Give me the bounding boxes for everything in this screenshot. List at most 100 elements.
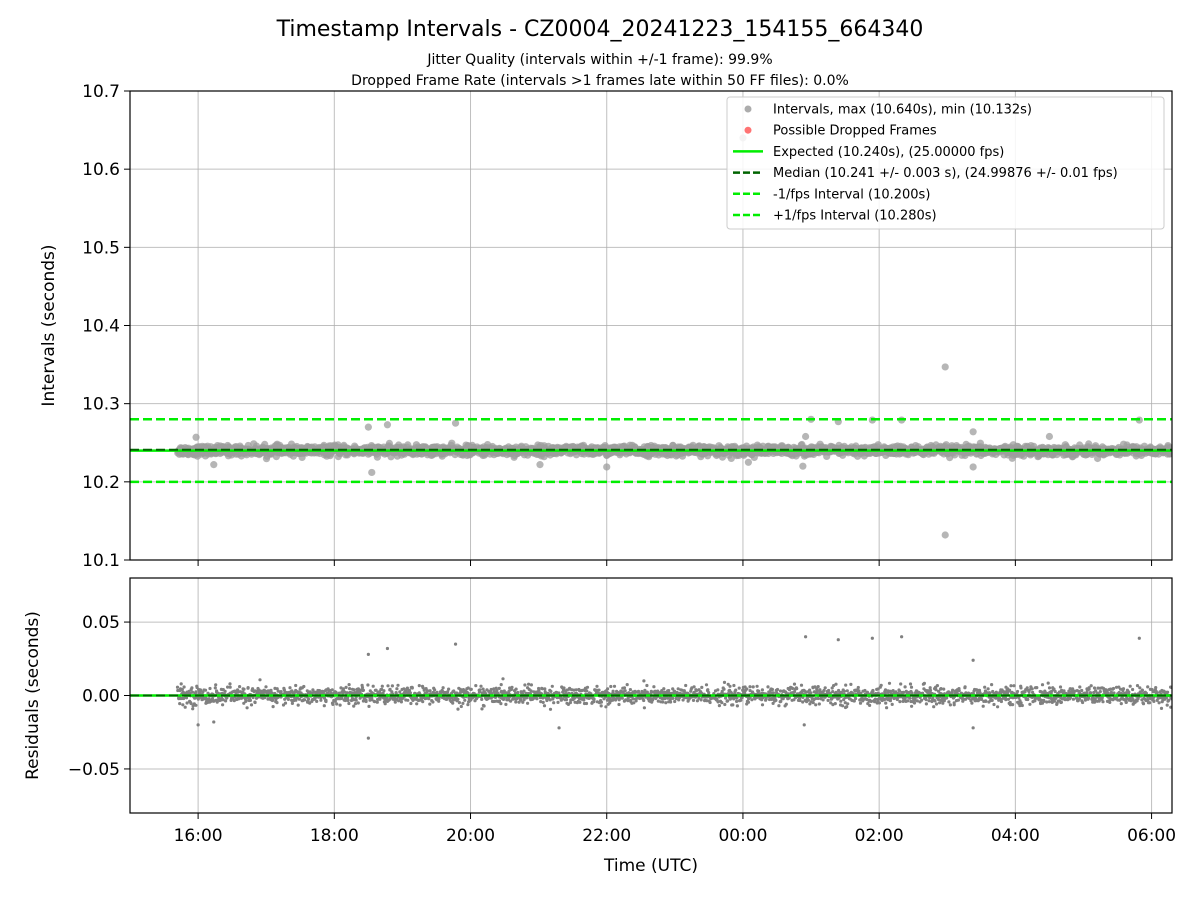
data-point — [779, 700, 782, 703]
data-point — [315, 700, 318, 703]
data-point — [827, 689, 830, 692]
data-point — [431, 700, 434, 703]
data-point — [194, 704, 197, 707]
y-tick-label: 10.2 — [82, 473, 120, 493]
data-point — [246, 706, 249, 709]
data-point — [983, 686, 986, 689]
outlier-point — [970, 463, 977, 470]
data-point — [504, 703, 507, 706]
data-point — [987, 687, 990, 690]
data-point — [307, 698, 310, 701]
data-point — [543, 687, 546, 690]
data-point — [214, 683, 217, 686]
data-point — [510, 686, 513, 689]
data-point — [483, 704, 486, 707]
data-point — [812, 701, 815, 704]
outlier-point — [799, 463, 806, 470]
data-point — [667, 689, 670, 692]
data-point — [747, 701, 750, 704]
y-tick-label: 10.3 — [82, 395, 120, 415]
data-point — [396, 684, 399, 687]
data-point — [242, 688, 245, 691]
data-point — [624, 689, 627, 692]
data-point — [880, 684, 883, 687]
data-point — [178, 702, 181, 705]
data-point — [418, 684, 421, 687]
data-point — [606, 687, 609, 690]
outlier-point — [603, 463, 610, 470]
data-point — [271, 699, 274, 702]
data-point — [846, 702, 849, 705]
data-point — [324, 699, 327, 702]
data-point — [642, 679, 645, 682]
data-point — [621, 697, 624, 700]
data-point — [600, 701, 603, 704]
data-point — [498, 687, 501, 690]
data-point — [857, 686, 860, 689]
data-point — [720, 701, 723, 704]
data-point — [816, 689, 819, 692]
data-point — [353, 688, 356, 691]
data-point — [936, 684, 939, 687]
data-point — [945, 696, 948, 699]
data-point — [892, 689, 895, 692]
data-point — [723, 681, 726, 684]
data-point — [214, 686, 217, 689]
data-point — [722, 688, 725, 691]
data-point — [800, 684, 803, 687]
data-point — [386, 684, 389, 687]
data-point — [272, 705, 275, 708]
data-point — [834, 683, 837, 686]
data-point — [846, 689, 849, 692]
data-point — [891, 703, 894, 706]
data-point — [970, 702, 973, 705]
outlier-point — [802, 433, 809, 440]
data-point — [224, 699, 227, 702]
outlier-point — [745, 459, 752, 466]
data-point — [585, 689, 588, 692]
data-point — [843, 690, 846, 693]
data-point — [288, 686, 291, 689]
data-point — [809, 691, 812, 694]
data-point — [348, 683, 351, 686]
data-point — [180, 682, 183, 685]
data-point — [526, 702, 529, 705]
data-point — [700, 698, 703, 701]
y-axis-label: Intervals (seconds) — [39, 244, 59, 406]
data-point — [287, 698, 290, 701]
data-point — [814, 703, 817, 706]
outlier-point — [536, 461, 543, 468]
data-point — [718, 704, 721, 707]
data-point — [645, 684, 648, 687]
data-point — [429, 689, 432, 692]
data-point — [245, 699, 248, 702]
data-point — [1016, 690, 1019, 693]
data-point — [347, 699, 350, 702]
data-point — [990, 683, 993, 686]
data-point — [777, 704, 780, 707]
data-point — [190, 686, 193, 689]
data-point — [367, 705, 370, 708]
data-point — [693, 685, 696, 688]
data-point — [817, 685, 820, 688]
outlier-point — [1046, 433, 1053, 440]
data-point — [798, 699, 801, 702]
data-point — [1019, 686, 1022, 689]
data-point — [706, 688, 709, 691]
data-point — [642, 699, 645, 702]
data-point — [632, 697, 635, 700]
data-point — [904, 685, 907, 688]
data-point — [565, 698, 568, 701]
data-point — [728, 685, 731, 688]
data-point — [736, 704, 739, 707]
data-point — [442, 686, 445, 689]
data-point — [275, 701, 278, 704]
outlier-point — [970, 428, 977, 435]
y-tick-label: 10.5 — [82, 238, 120, 258]
data-point — [595, 685, 598, 688]
data-point — [176, 686, 179, 689]
data-point — [604, 705, 607, 708]
data-point — [204, 689, 207, 692]
data-point — [911, 692, 914, 695]
data-point — [898, 700, 901, 703]
